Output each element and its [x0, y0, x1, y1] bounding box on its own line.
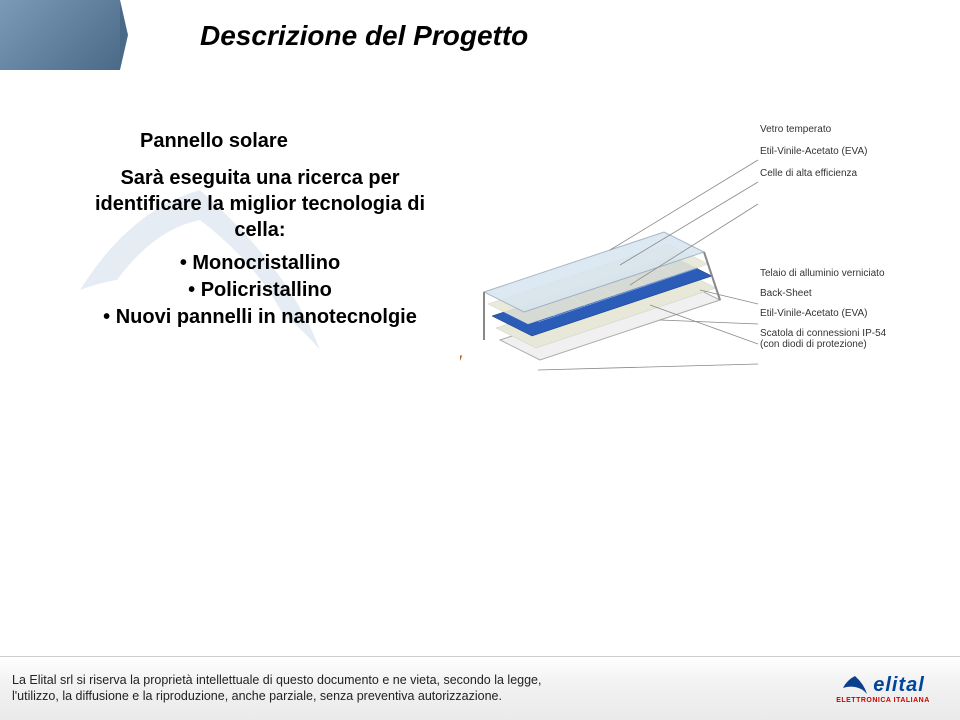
footer-text: La Elital srl si riserva la proprietà in…: [12, 673, 818, 704]
footer-logo: elital ELETTRONICA ITALIANA: [818, 665, 948, 713]
logo-subtitle: ELETTRONICA ITALIANA: [836, 697, 930, 704]
list-item: Monocristallino: [80, 250, 440, 277]
diagram-label: Scatola di connessioni IP-54(con diodi d…: [760, 328, 886, 350]
solar-panel-diagram: Vetro temperato Etil-Vinile-Acetato (EVA…: [460, 110, 940, 420]
diagram-label: Telaio di alluminio verniciato: [760, 268, 885, 279]
header-banner: [0, 0, 120, 70]
footer: La Elital srl si riserva la proprietà in…: [0, 656, 960, 720]
diagram-label: Vetro temperato: [760, 124, 831, 135]
wing-icon: [841, 674, 869, 696]
page-title: Descrizione del Progetto: [200, 20, 528, 52]
bullet-list: Monocristallino Policristallino Nuovi pa…: [80, 250, 440, 331]
diagram-label: Back-Sheet: [760, 288, 812, 299]
diagram-label: Celle di alta efficienza: [760, 168, 857, 179]
slide-description: Sarà eseguita una ricerca per identifica…: [80, 165, 440, 243]
panel-svg: [460, 140, 760, 400]
diagram-label: Etil-Vinile-Acetato (EVA): [760, 146, 867, 157]
list-item: Nuovi pannelli in nanotecnolgie: [80, 304, 440, 331]
slide-subtitle: Pannello solare: [140, 130, 288, 153]
list-item: Policristallino: [80, 277, 440, 304]
logo-name: elital: [873, 674, 925, 697]
diagram-label: Etil-Vinile-Acetato (EVA): [760, 308, 867, 319]
